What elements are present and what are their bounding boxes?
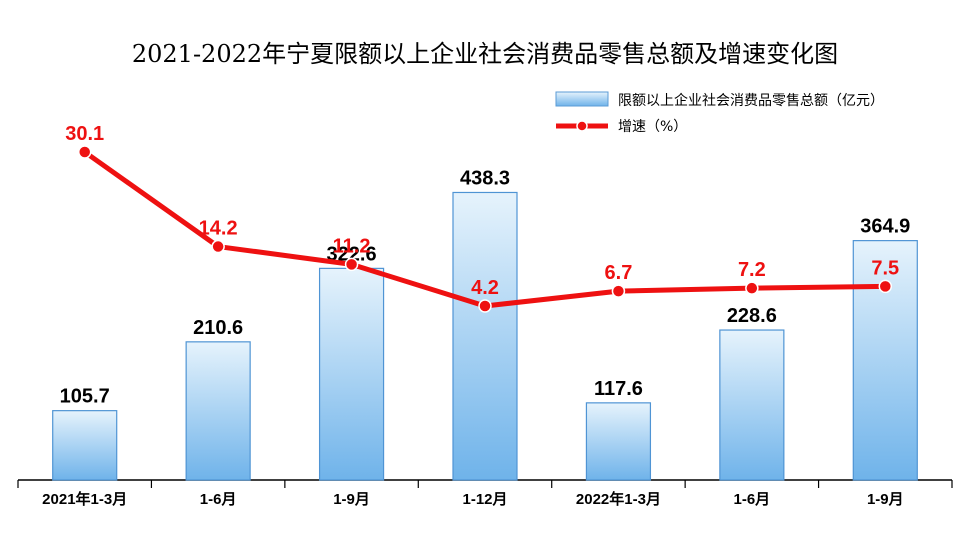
legend-line-marker: [576, 120, 588, 132]
growth-point: [77, 145, 92, 159]
growth-value-label: 7.2: [738, 259, 766, 281]
growth-value-label: 7.5: [871, 257, 899, 279]
legend-bar-swatch: [555, 91, 609, 107]
x-tick-label: 1-9月: [333, 491, 370, 508]
bar-value-label: 228.6: [727, 305, 777, 327]
x-tick-label: 1-6月: [200, 491, 237, 508]
bar-value-label: 364.9: [860, 216, 910, 238]
legend-line-label: 增速（%）: [618, 119, 687, 135]
growth-value-label: 4.2: [471, 277, 499, 299]
x-tick-label: 1-12月: [462, 491, 507, 508]
bar-value-label: 438.3: [460, 167, 510, 189]
bar-value-label: 117.6: [594, 378, 643, 400]
growth-point: [478, 299, 492, 313]
chart-title: 2021-2022年宁夏限额以上企业社会消费品零售总额及增速变化图: [132, 40, 838, 68]
bar: [452, 191, 518, 481]
plot-area: 105.7 2021年1-3月 210.6 1-6月 322.6 1-9月 438.3 1-1…: [17, 123, 953, 508]
bar-value-label: 210.6: [193, 317, 243, 339]
bar: [719, 329, 785, 481]
legend-bar-label: 限额以上企业社会消费品零售总额（亿元）: [618, 92, 884, 109]
x-tick-label: 1-9月: [867, 491, 904, 508]
growth-point: [878, 279, 893, 294]
x-tick-label: 2021年1-3月: [42, 490, 127, 508]
bar: [52, 410, 118, 481]
growth-point: [211, 239, 225, 254]
bar-value-label: 105.7: [60, 386, 110, 408]
growth-value-label: 6.7: [605, 262, 633, 284]
bar: [185, 341, 251, 481]
bar: [318, 267, 385, 481]
growth-point: [611, 284, 626, 298]
bar: [585, 402, 652, 481]
growth-point: [344, 257, 359, 272]
growth-value-label: 11.2: [333, 235, 371, 257]
x-tick-label: 1-6月: [734, 491, 771, 508]
x-tick-label: 2022年1-3月: [576, 490, 661, 508]
bar-value-label: 322.6: [327, 243, 377, 265]
legend: 限额以上企业社会消费品零售总额（亿元） 增速（%）: [555, 91, 884, 135]
growth-point: [745, 281, 759, 295]
growth-value-label: 30.1: [65, 123, 104, 145]
growth-value-label: 14.2: [199, 218, 238, 240]
